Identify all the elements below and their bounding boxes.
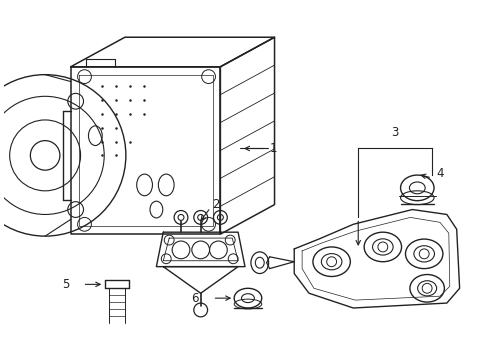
Text: 3: 3 <box>392 126 399 139</box>
Text: 6: 6 <box>191 292 199 305</box>
Text: 1: 1 <box>270 142 277 155</box>
Text: 5: 5 <box>62 278 70 291</box>
Text: 4: 4 <box>436 167 443 180</box>
Text: 2: 2 <box>213 198 220 211</box>
